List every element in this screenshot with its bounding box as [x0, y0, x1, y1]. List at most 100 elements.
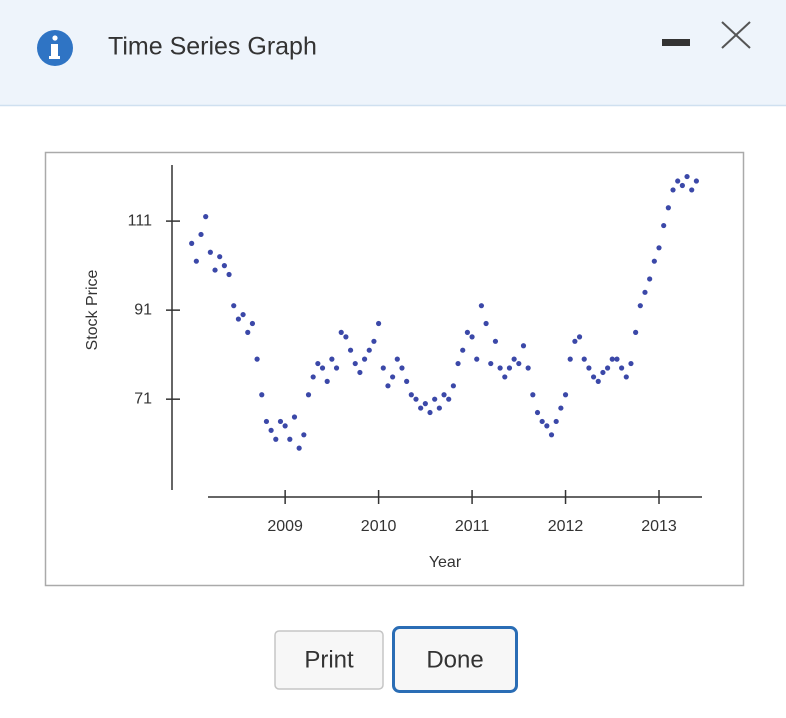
data-point — [567, 356, 573, 362]
data-point — [352, 360, 358, 367]
data-point — [399, 365, 405, 371]
data-point — [562, 392, 569, 398]
data-point — [525, 365, 531, 371]
data-point — [623, 374, 629, 380]
data-point — [301, 432, 307, 438]
data-point — [310, 374, 316, 380]
data-point — [240, 311, 246, 318]
data-point — [553, 418, 559, 425]
data-point — [581, 356, 587, 362]
x-tick-label: 2012 — [548, 518, 584, 535]
data-point — [558, 405, 564, 411]
data-point — [446, 396, 452, 402]
button-label[interactable]: Print — [304, 646, 354, 673]
x-tick-label: 2009 — [267, 518, 303, 535]
data-point — [268, 427, 274, 433]
print-button[interactable]: Print — [274, 630, 384, 690]
data-point — [385, 383, 391, 389]
data-point — [259, 392, 265, 398]
minimize-button[interactable] — [662, 39, 690, 46]
data-point — [604, 365, 611, 371]
data-point — [516, 360, 522, 367]
data-point — [619, 365, 625, 371]
data-point — [689, 187, 695, 193]
data-point — [245, 329, 251, 335]
data-point — [586, 365, 592, 371]
data-point — [679, 182, 685, 189]
data-point — [189, 240, 195, 246]
data-point — [380, 365, 386, 371]
data-point — [408, 392, 414, 398]
data-point — [277, 418, 284, 425]
y-tick-label: 71 — [134, 390, 152, 407]
chart: 71 91 111 2009 2010 2011 2012 2013 Year Stock Pri… — [84, 165, 702, 571]
data-point — [273, 436, 279, 442]
close-button[interactable] — [721, 21, 751, 49]
data-point — [212, 267, 218, 273]
data-point — [693, 178, 699, 184]
data-point — [483, 320, 489, 327]
data-point — [287, 436, 293, 442]
data-point — [376, 320, 382, 327]
x-tick-label: 2013 — [641, 518, 677, 535]
data-point — [502, 374, 508, 380]
data-point — [394, 356, 400, 362]
info-icon — [37, 30, 73, 66]
data-point — [193, 258, 199, 264]
data-point — [371, 338, 377, 344]
data-point — [338, 329, 344, 335]
data-point — [488, 360, 494, 367]
data-point — [474, 356, 480, 362]
data-point — [614, 356, 620, 362]
data-point — [633, 329, 639, 335]
data-point — [198, 231, 204, 238]
x-axis-label: Year — [429, 554, 462, 571]
data-point — [572, 338, 578, 344]
data-point — [642, 289, 648, 295]
data-point — [305, 392, 312, 398]
done-button[interactable]: Done — [392, 626, 518, 693]
data-point — [478, 303, 485, 309]
data-point — [427, 409, 433, 416]
data-point — [455, 360, 461, 367]
data-point — [329, 356, 335, 362]
data-point — [506, 365, 513, 371]
data-point — [670, 187, 676, 193]
data-point — [231, 303, 237, 309]
data-point — [637, 303, 643, 309]
data-point — [361, 356, 368, 362]
data-point — [661, 222, 667, 229]
button-label[interactable]: Done — [426, 646, 483, 673]
data-point — [530, 392, 536, 398]
data-point — [520, 343, 527, 349]
data-point — [450, 383, 456, 389]
data-point — [422, 401, 428, 407]
data-point — [675, 178, 681, 184]
data-point — [263, 418, 270, 425]
y-tick-label: 111 — [128, 212, 152, 229]
y-axis-label: Stock Price — [84, 269, 101, 350]
data-point — [366, 347, 372, 353]
data-point — [390, 374, 396, 380]
data-point — [464, 329, 470, 335]
data-point — [347, 347, 354, 353]
data-point — [282, 423, 288, 429]
data-point — [221, 263, 227, 269]
data-point — [469, 334, 475, 340]
data-point — [656, 245, 662, 251]
header-bar — [0, 0, 786, 105]
data-point — [600, 369, 606, 376]
data-point — [544, 423, 550, 429]
data-point — [432, 396, 438, 402]
data-point — [357, 369, 363, 376]
data-point — [460, 347, 466, 353]
data-point — [647, 276, 653, 282]
data-point — [404, 378, 410, 384]
data-point — [226, 271, 232, 278]
data-point — [492, 338, 499, 344]
data-point — [203, 214, 209, 220]
data-point — [333, 365, 340, 371]
data-point — [651, 258, 657, 264]
data-point — [319, 365, 326, 371]
